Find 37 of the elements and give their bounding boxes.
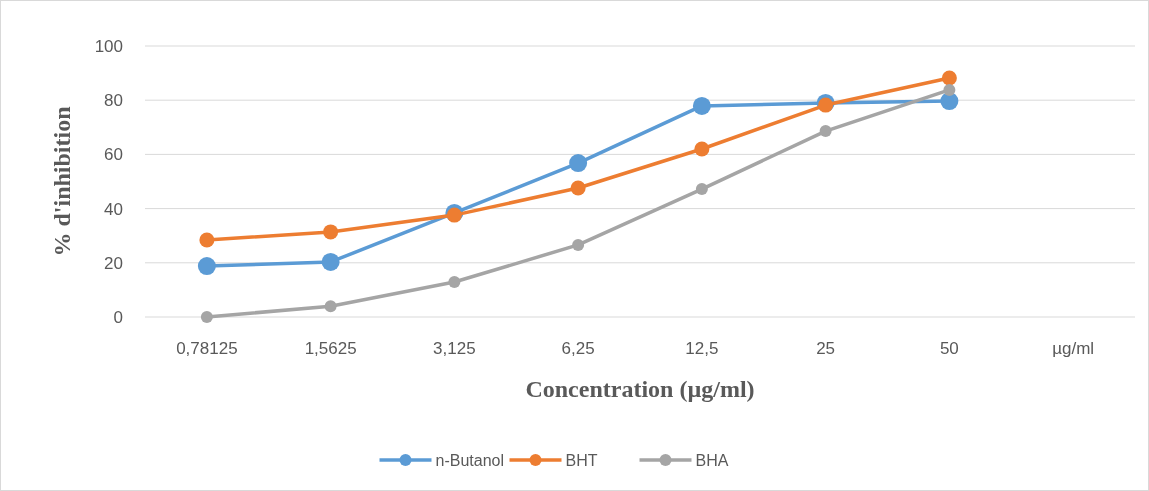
point xyxy=(692,96,711,115)
point xyxy=(694,141,710,157)
x-tick-label: 0,78125 xyxy=(176,339,238,358)
x-tick-label: 25 xyxy=(816,339,836,358)
x-tick-label: 50 xyxy=(939,339,959,358)
point xyxy=(321,252,340,271)
point xyxy=(446,207,462,223)
point xyxy=(448,276,461,289)
x-tick-label: 3,125 xyxy=(433,339,476,358)
x-tick-label: µg/ml xyxy=(1052,339,1095,358)
point xyxy=(197,257,216,276)
point xyxy=(572,238,585,251)
y-tick-label: 0 xyxy=(113,307,123,327)
y-axis-title: % d'inhibition xyxy=(49,106,75,257)
y-tick-label: 40 xyxy=(104,199,123,219)
point xyxy=(200,311,213,323)
point xyxy=(570,180,586,196)
legend-label: n-Butanol xyxy=(435,451,504,469)
point xyxy=(819,125,832,138)
legend-label: BHT xyxy=(565,451,598,469)
point xyxy=(323,224,339,240)
y-tick-label: 100 xyxy=(94,36,123,56)
y-tick-label: 20 xyxy=(104,253,123,273)
y-tick-label: 60 xyxy=(104,145,123,165)
point xyxy=(569,154,588,173)
point xyxy=(695,183,708,196)
x-tick-label: 1,5625 xyxy=(304,339,357,358)
point xyxy=(941,70,957,86)
x-tick-label: 6,25 xyxy=(561,339,595,358)
point xyxy=(324,300,337,313)
point xyxy=(199,232,215,248)
point xyxy=(943,83,956,96)
x-axis-title: Concentration (µg/ml) xyxy=(525,376,755,402)
y-tick-label: 80 xyxy=(104,91,123,111)
legend-label: BHA xyxy=(695,451,729,469)
x-tick-label: 12,5 xyxy=(685,339,719,358)
point xyxy=(818,97,834,113)
